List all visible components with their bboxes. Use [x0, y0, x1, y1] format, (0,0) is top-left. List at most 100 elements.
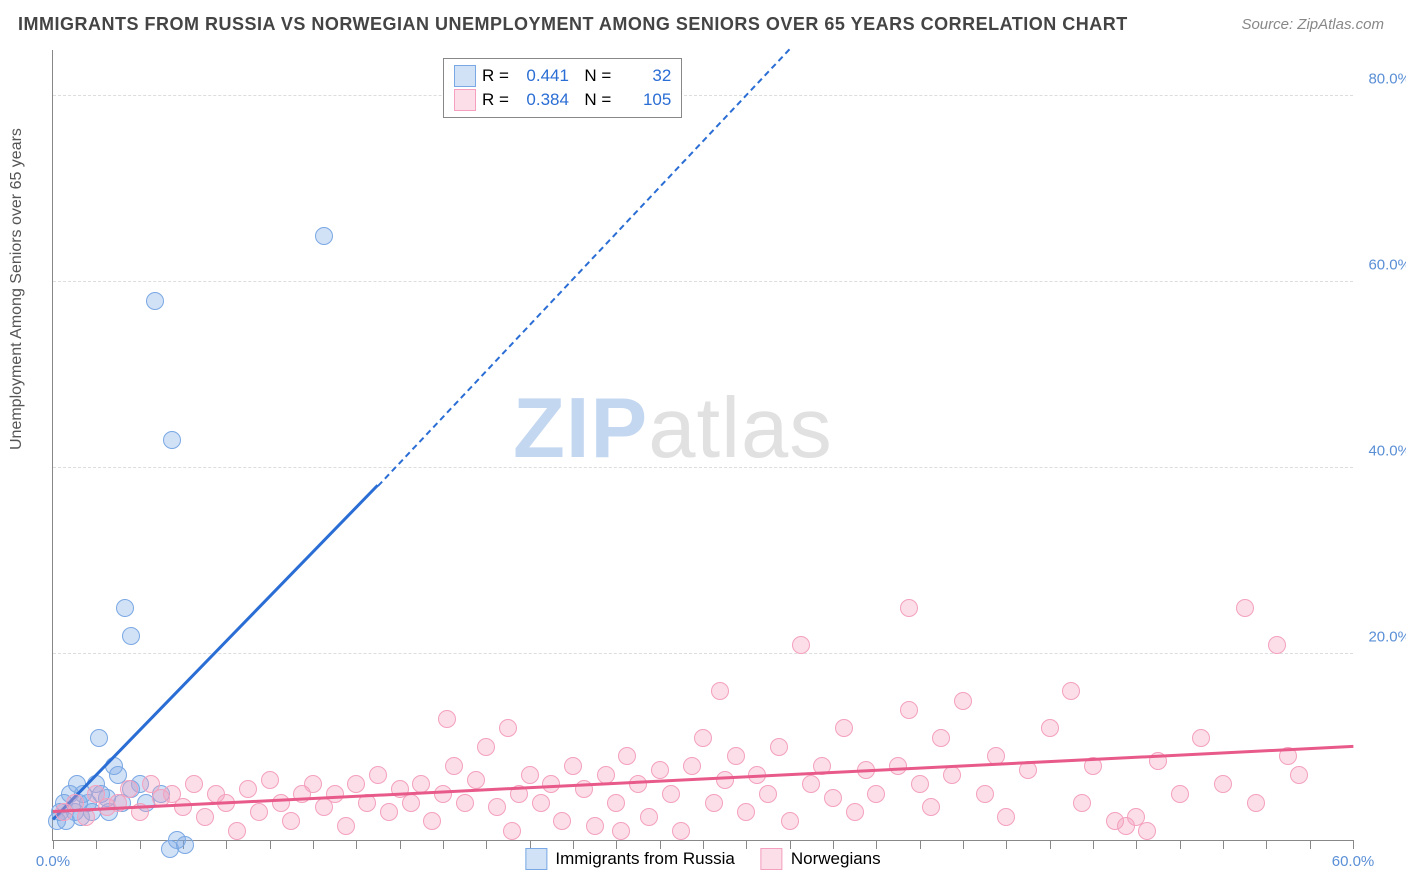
data-point [629, 775, 647, 793]
legend-n-label: N = [575, 90, 611, 110]
x-tick [356, 840, 357, 849]
source-label: Source: ZipAtlas.com [1241, 16, 1384, 33]
data-point [503, 822, 521, 840]
x-tick [920, 840, 921, 849]
data-point [499, 719, 517, 737]
data-point [716, 771, 734, 789]
legend-item: Norwegians [761, 848, 881, 870]
x-tick-label: 0.0% [36, 853, 70, 870]
data-point [532, 794, 550, 812]
data-point [176, 836, 194, 854]
legend-n-value: 105 [621, 90, 671, 110]
x-tick [313, 840, 314, 849]
data-point [272, 794, 290, 812]
data-point [553, 812, 571, 830]
x-tick [1136, 840, 1137, 849]
legend-swatch [454, 89, 476, 111]
x-tick [963, 840, 964, 849]
legend-swatch [454, 65, 476, 87]
x-tick [400, 840, 401, 849]
x-tick [53, 840, 54, 849]
legend-r-value: 0.441 [519, 66, 569, 86]
data-point [521, 766, 539, 784]
data-point [737, 803, 755, 821]
data-point [997, 808, 1015, 826]
data-point [163, 431, 181, 449]
data-point [846, 803, 864, 821]
data-point [586, 817, 604, 835]
series-legend: Immigrants from Russia Norwegians [525, 848, 880, 870]
data-point [1073, 794, 1091, 812]
y-tick-label: 20.0% [1359, 629, 1406, 646]
legend-item: Immigrants from Russia [525, 848, 734, 870]
x-tick [96, 840, 97, 849]
data-point [564, 757, 582, 775]
data-point [1138, 822, 1156, 840]
correlation-legend: R = 0.441 N = 32R = 0.384 N = 105 [443, 58, 682, 118]
data-point [770, 738, 788, 756]
data-point [185, 775, 203, 793]
x-tick [140, 840, 141, 849]
legend-row: R = 0.384 N = 105 [454, 89, 671, 111]
x-tick [1310, 840, 1311, 849]
data-point [612, 822, 630, 840]
x-tick [1050, 840, 1051, 849]
data-point [759, 785, 777, 803]
data-point [640, 808, 658, 826]
data-point [146, 292, 164, 310]
data-point [228, 822, 246, 840]
data-point [889, 757, 907, 775]
data-point [792, 636, 810, 654]
gridline [53, 653, 1353, 654]
data-point [438, 710, 456, 728]
data-point [239, 780, 257, 798]
data-point [196, 808, 214, 826]
data-point [1214, 775, 1232, 793]
data-point [477, 738, 495, 756]
x-tick [1223, 840, 1224, 849]
data-point [467, 771, 485, 789]
data-point [116, 599, 134, 617]
data-point [976, 785, 994, 803]
data-point [1290, 766, 1308, 784]
data-point [120, 780, 138, 798]
data-point [802, 775, 820, 793]
x-tick [1353, 840, 1354, 849]
x-tick [1093, 840, 1094, 849]
legend-row: R = 0.441 N = 32 [454, 65, 671, 87]
data-point [347, 775, 365, 793]
data-point [672, 822, 690, 840]
watermark-zip: ZIP [513, 381, 648, 476]
data-point [423, 812, 441, 830]
gridline [53, 95, 1353, 96]
legend-n-label: N = [575, 66, 611, 86]
data-point [1236, 599, 1254, 617]
data-point [380, 803, 398, 821]
legend-r-value: 0.384 [519, 90, 569, 110]
data-point [174, 798, 192, 816]
data-point [835, 719, 853, 737]
data-point [456, 794, 474, 812]
data-point [651, 761, 669, 779]
data-point [1041, 719, 1059, 737]
data-point [122, 627, 140, 645]
x-tick [443, 840, 444, 849]
data-point [434, 785, 452, 803]
x-tick [1006, 840, 1007, 849]
data-point [304, 775, 322, 793]
data-point [1192, 729, 1210, 747]
x-tick [1180, 840, 1181, 849]
data-point [662, 785, 680, 803]
data-point [1062, 682, 1080, 700]
data-point [369, 766, 387, 784]
data-point [90, 729, 108, 747]
legend-n-value: 32 [621, 66, 671, 86]
data-point [607, 794, 625, 812]
data-point [337, 817, 355, 835]
data-point [867, 785, 885, 803]
data-point [683, 757, 701, 775]
x-tick [486, 840, 487, 849]
x-tick-label: 60.0% [1332, 853, 1375, 870]
y-tick-label: 40.0% [1359, 443, 1406, 460]
data-point [618, 747, 636, 765]
